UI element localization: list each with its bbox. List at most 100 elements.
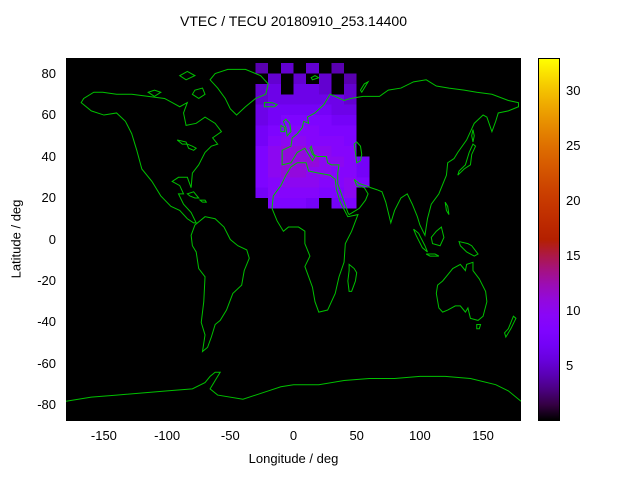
colorbar-tick-label: 15 bbox=[566, 248, 581, 263]
y-tick-label: 20 bbox=[41, 190, 56, 205]
chart-title: VTEC / TECU 20180910_253.14400 bbox=[179, 13, 407, 29]
heatmap-cell bbox=[268, 94, 281, 105]
heatmap-cell bbox=[255, 187, 269, 199]
heatmap-cell bbox=[306, 125, 319, 136]
coastline-eurasia bbox=[282, 80, 518, 236]
heatmap-cell bbox=[344, 115, 357, 126]
heatmap-cell bbox=[318, 187, 332, 199]
heatmap-cell bbox=[318, 125, 332, 136]
coastline-indonesia-new-guinea bbox=[414, 202, 478, 256]
heatmap-cell bbox=[280, 94, 294, 105]
heatmap-cell bbox=[306, 104, 319, 116]
heatmap-cell bbox=[255, 115, 269, 126]
heatmap-cell bbox=[306, 198, 319, 209]
y-tick-label: -20 bbox=[37, 272, 56, 288]
heatmap-cell bbox=[280, 177, 294, 188]
heatmap-cell bbox=[331, 156, 345, 167]
heatmap-cell bbox=[293, 156, 307, 167]
coastline-iceland bbox=[264, 103, 277, 107]
heatmap-cell bbox=[344, 94, 357, 105]
heatmap-cell bbox=[293, 104, 307, 116]
heatmap-cell bbox=[293, 166, 307, 178]
coastline-greenland bbox=[210, 69, 268, 115]
x-axis-label: Longitude / deg bbox=[248, 451, 339, 466]
x-tick-label: -100 bbox=[154, 428, 181, 443]
heatmap-cell bbox=[344, 135, 357, 147]
coastline-caspian-sea bbox=[354, 142, 362, 163]
coastline-great-lakes bbox=[177, 140, 196, 150]
coastline-antarctica bbox=[66, 372, 521, 401]
y-tick-label: 60 bbox=[41, 107, 56, 123]
heatmap-cell bbox=[318, 83, 332, 95]
heatmap-cell bbox=[318, 115, 332, 126]
coastline-canadian-arctic bbox=[148, 71, 205, 98]
heatmap-cell bbox=[255, 63, 269, 74]
heatmap-cells bbox=[255, 63, 370, 209]
heatmap-cell bbox=[280, 104, 294, 116]
heatmap-cell bbox=[306, 83, 319, 95]
heatmap-cell bbox=[255, 146, 269, 157]
heatmap-cell bbox=[280, 125, 294, 136]
heatmap-cell bbox=[280, 135, 294, 147]
y-tick-label: -80 bbox=[37, 397, 56, 413]
heatmap-cell bbox=[318, 73, 332, 84]
heatmap-cell bbox=[331, 94, 345, 105]
heatmap-cell bbox=[306, 177, 319, 188]
heatmap-cell bbox=[344, 187, 357, 199]
heatmap-cell bbox=[344, 156, 357, 167]
heatmap-cell bbox=[306, 115, 319, 126]
heatmap-cell bbox=[356, 177, 370, 188]
colorbar-tick-label: 5 bbox=[566, 358, 574, 373]
coastlines bbox=[66, 69, 521, 401]
coastline-british-isles bbox=[281, 119, 291, 136]
heatmap-cell bbox=[293, 115, 307, 126]
heatmap-cell bbox=[255, 135, 269, 147]
x-tick-label: -150 bbox=[90, 428, 117, 443]
heatmap-cell bbox=[306, 156, 319, 167]
heatmap-cell bbox=[318, 104, 332, 116]
colorbar bbox=[538, 58, 560, 421]
heatmap-cell bbox=[318, 166, 332, 178]
x-tick-label: 50 bbox=[349, 428, 364, 443]
heatmap-cell bbox=[255, 177, 269, 188]
heatmap-cell bbox=[331, 146, 345, 157]
heatmap-cell bbox=[318, 94, 332, 105]
heatmap-cell bbox=[331, 63, 345, 74]
heatmap-cell bbox=[293, 94, 307, 105]
coastline-madagascar bbox=[348, 264, 357, 291]
heatmap-cell bbox=[293, 73, 307, 84]
coastline-new-zealand bbox=[505, 316, 516, 337]
x-tick-label: 150 bbox=[472, 428, 494, 443]
heatmap-cell bbox=[293, 83, 307, 95]
heatmap-cell bbox=[331, 104, 345, 116]
heatmap-cell bbox=[306, 187, 319, 199]
heatmap-cell bbox=[268, 166, 281, 178]
heatmap-cell bbox=[280, 166, 294, 178]
y-tick-label: -40 bbox=[37, 314, 56, 330]
coastline-caribbean bbox=[187, 192, 206, 202]
heatmap-cell bbox=[344, 104, 357, 116]
heatmap-cell bbox=[268, 177, 281, 188]
heatmap-cell bbox=[331, 115, 345, 126]
heatmap-cell bbox=[344, 166, 357, 178]
heatmap-cell bbox=[356, 166, 370, 178]
plot-area bbox=[66, 58, 521, 421]
heatmap-cell bbox=[255, 104, 269, 116]
heatmap-cell bbox=[268, 73, 281, 84]
heatmap-cell bbox=[280, 146, 294, 157]
world-map bbox=[66, 63, 521, 421]
coastline-africa bbox=[272, 163, 358, 312]
heatmap-cell bbox=[268, 187, 281, 199]
y-tick-label: 40 bbox=[41, 148, 56, 164]
heatmap-cell bbox=[280, 187, 294, 199]
heatmap-cell bbox=[331, 125, 345, 136]
x-tick-label: 100 bbox=[409, 428, 431, 443]
y-tick-label: 0 bbox=[48, 231, 56, 247]
heatmap-cell bbox=[306, 135, 319, 147]
coastline-australia bbox=[436, 262, 487, 328]
heatmap-cell bbox=[268, 135, 281, 147]
heatmap-cell bbox=[331, 135, 345, 147]
heatmap-cell bbox=[255, 83, 269, 95]
coastline-north-america bbox=[81, 92, 221, 223]
heatmap-cell bbox=[268, 115, 281, 126]
